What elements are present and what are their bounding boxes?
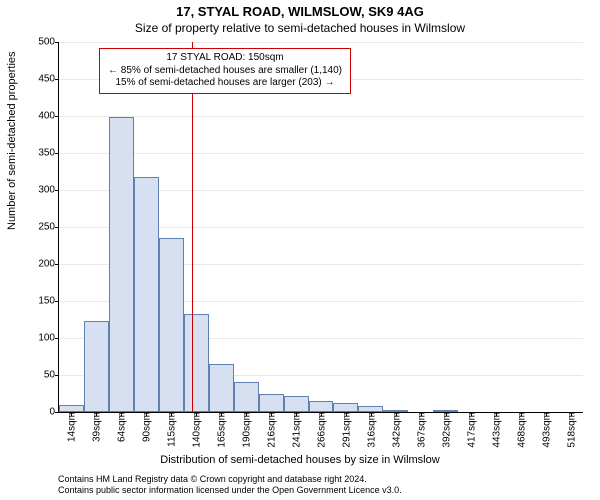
y-tick-label: 350 <box>38 148 59 159</box>
grid-line <box>59 42 583 43</box>
histogram-bar <box>59 405 84 412</box>
annotation-line3: 15% of semi-detached houses are larger (… <box>108 77 342 90</box>
histogram-bar <box>333 403 358 412</box>
histogram-bar <box>259 394 284 413</box>
grid-line <box>59 153 583 154</box>
page-title-address: 17, STYAL ROAD, WILMSLOW, SK9 4AG <box>0 0 600 19</box>
histogram-bar <box>134 177 159 412</box>
annotation-line1: 17 STYAL ROAD: 150sqm <box>108 52 342 65</box>
histogram-bar <box>159 238 184 412</box>
reference-line <box>192 42 193 412</box>
x-tick-label: 266sqm <box>315 412 328 448</box>
y-tick-label: 300 <box>38 185 59 196</box>
grid-line <box>59 116 583 117</box>
x-axis-label: Distribution of semi-detached houses by … <box>0 454 600 466</box>
x-tick-label: 190sqm <box>240 412 253 448</box>
x-tick-label: 115sqm <box>165 412 178 447</box>
y-tick-label: 200 <box>38 259 59 270</box>
x-tick-label: 417sqm <box>464 412 477 448</box>
histogram-bar <box>84 321 109 412</box>
footer-line1: Contains HM Land Registry data © Crown c… <box>58 474 402 485</box>
x-tick-label: 140sqm <box>190 412 203 448</box>
y-tick-label: 50 <box>44 370 59 381</box>
x-tick-label: 14sqm <box>65 412 78 442</box>
histogram-bar <box>309 401 334 412</box>
x-tick-label: 392sqm <box>439 412 452 448</box>
x-tick-label: 443sqm <box>489 412 502 448</box>
histogram-bar <box>184 314 209 412</box>
y-tick-label: 450 <box>38 74 59 85</box>
x-tick-label: 39sqm <box>90 412 103 442</box>
histogram-bar <box>234 382 259 412</box>
x-tick-label: 291sqm <box>339 412 352 448</box>
x-tick-label: 316sqm <box>364 412 377 448</box>
y-tick-label: 100 <box>38 333 59 344</box>
annotation-line2: ← 85% of semi-detached houses are smalle… <box>108 65 342 78</box>
histogram-bar <box>109 117 134 412</box>
x-tick-label: 493sqm <box>539 412 552 448</box>
x-tick-label: 367sqm <box>414 412 427 448</box>
histogram-chart: 05010015020025030035040045050014sqm39sqm… <box>58 42 583 413</box>
x-tick-label: 241sqm <box>290 412 303 448</box>
x-tick-label: 216sqm <box>265 412 278 448</box>
footer-line2: Contains public sector information licen… <box>58 485 402 496</box>
footer-attribution: Contains HM Land Registry data © Crown c… <box>58 474 402 496</box>
x-tick-label: 468sqm <box>514 412 527 448</box>
x-tick-label: 90sqm <box>140 412 153 442</box>
x-tick-label: 165sqm <box>215 412 228 448</box>
y-tick-label: 0 <box>49 407 59 418</box>
x-tick-label: 518sqm <box>564 412 577 448</box>
histogram-bar <box>209 364 234 412</box>
y-tick-label: 400 <box>38 111 59 122</box>
annotation-box: 17 STYAL ROAD: 150sqm← 85% of semi-detac… <box>99 48 351 94</box>
x-tick-label: 342sqm <box>389 412 402 448</box>
histogram-bar <box>284 396 309 412</box>
x-tick-label: 64sqm <box>115 412 128 442</box>
y-tick-label: 150 <box>38 296 59 307</box>
page-subtitle: Size of property relative to semi-detach… <box>0 19 600 35</box>
y-tick-label: 500 <box>38 37 59 48</box>
y-axis-label: Number of semi-detached properties <box>6 51 18 230</box>
y-tick-label: 250 <box>38 222 59 233</box>
